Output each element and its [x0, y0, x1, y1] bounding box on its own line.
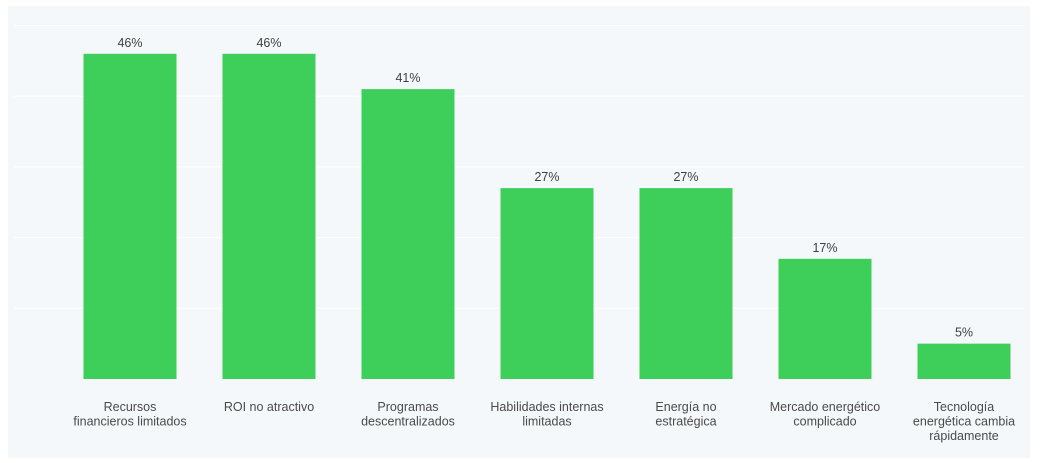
bars: [83, 53, 1011, 379]
bar: [83, 53, 177, 379]
bar: [917, 343, 1011, 379]
category-label: Programas descentralizados: [361, 400, 455, 429]
chart-panel: 46% 46% 41% 27% 27% 17% 5% Recursos financieros…: [8, 6, 1030, 458]
value-labels: 46% 46% 41% 27% 27% 17% 5%: [117, 36, 973, 340]
bar: [361, 89, 455, 379]
bar-value-label: 46%: [256, 36, 281, 50]
bar-value-label: 27%: [534, 170, 559, 184]
bar: [500, 188, 594, 379]
bar-value-label: 27%: [673, 170, 698, 184]
category-label: Energía no estratégica: [655, 400, 716, 429]
bar: [778, 258, 872, 379]
bar-value-label: 5%: [955, 326, 973, 340]
bar-value-label: 17%: [812, 241, 837, 255]
category-label: Recursos financieros limitados: [73, 400, 186, 429]
bar: [639, 188, 733, 379]
category-labels: Recursos financieros limitados ROI no atra…: [73, 400, 1015, 443]
bar: [222, 53, 316, 379]
bar-chart: 46% 46% 41% 27% 27% 17% 5% Recursos financieros…: [14, 25, 1024, 443]
category-label: Habilidades internas limitadas: [490, 400, 603, 429]
bar-value-label: 46%: [117, 36, 142, 50]
category-label: ROI no atractivo: [224, 400, 314, 414]
category-label: Mercado energético complicado: [770, 400, 881, 429]
category-label: Tecnología energética cambia rápidamente: [913, 400, 1015, 443]
bar-value-label: 41%: [395, 71, 420, 85]
